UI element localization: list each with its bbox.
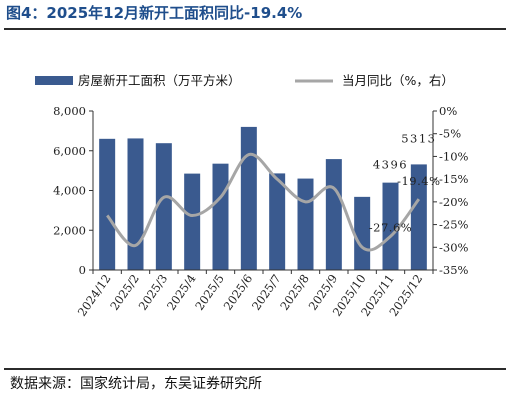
line-series xyxy=(105,152,421,252)
right-tick-label: 0% xyxy=(439,104,457,118)
bar xyxy=(382,182,399,270)
right-tick-label: -5% xyxy=(439,127,461,141)
left-tick-label: 0 xyxy=(79,263,86,277)
legend-line-label: 当月同比（%，右） xyxy=(342,73,454,88)
yoy-line xyxy=(105,152,421,252)
data-labels: 5313 4396 -19.4% -27.6% xyxy=(369,131,440,234)
bottom-rule xyxy=(4,368,506,370)
bar xyxy=(155,143,172,270)
legend-bar-label: 房屋新开工面积（万平方米） xyxy=(78,73,241,88)
data-label: -27.6% xyxy=(369,220,412,234)
right-tick-label: -35% xyxy=(439,263,469,277)
x-axis: 2024/122025/22025/32025/42025/52025/6202… xyxy=(75,269,434,319)
left-tick-label: 4,000 xyxy=(53,184,86,198)
right-axis: 0% -5% -10% -15% -20% -25% -30% -35% xyxy=(432,104,469,277)
left-tick-label: 6,000 xyxy=(53,144,86,158)
bar xyxy=(410,164,427,270)
source-note: 数据来源：国家统计局，东吴证券研究所 xyxy=(10,376,262,392)
data-label: 4396 xyxy=(373,158,408,172)
legend: 房屋新开工面积（万平方米） 当月同比（%，右） xyxy=(35,73,454,88)
bar xyxy=(240,126,257,271)
bar xyxy=(127,138,144,270)
x-tick-label: 2024/12 xyxy=(75,272,114,319)
left-tick-label: 2,000 xyxy=(53,223,86,237)
right-tick-label: -25% xyxy=(439,218,469,232)
bar xyxy=(269,173,286,270)
data-label: -19.4% xyxy=(397,174,440,188)
bar xyxy=(354,196,371,270)
right-tick-label: -15% xyxy=(439,172,469,186)
bar xyxy=(297,178,314,270)
right-tick-label: -20% xyxy=(439,195,469,209)
bar xyxy=(325,159,342,270)
left-tick-label: 8,000 xyxy=(53,104,86,118)
data-label: 5313 xyxy=(401,131,436,145)
bar xyxy=(212,163,229,270)
right-tick-label: -10% xyxy=(439,149,469,163)
top-rule xyxy=(4,28,506,30)
bar xyxy=(184,173,201,270)
figure-title: 图4：2025年12月新开工面积同比-19.4% xyxy=(6,4,303,22)
bar xyxy=(99,138,116,270)
left-axis: 0 2,000 4,000 6,000 8,000 xyxy=(53,104,94,277)
right-tick-label: -30% xyxy=(439,240,469,254)
legend-bar-swatch xyxy=(35,76,73,85)
